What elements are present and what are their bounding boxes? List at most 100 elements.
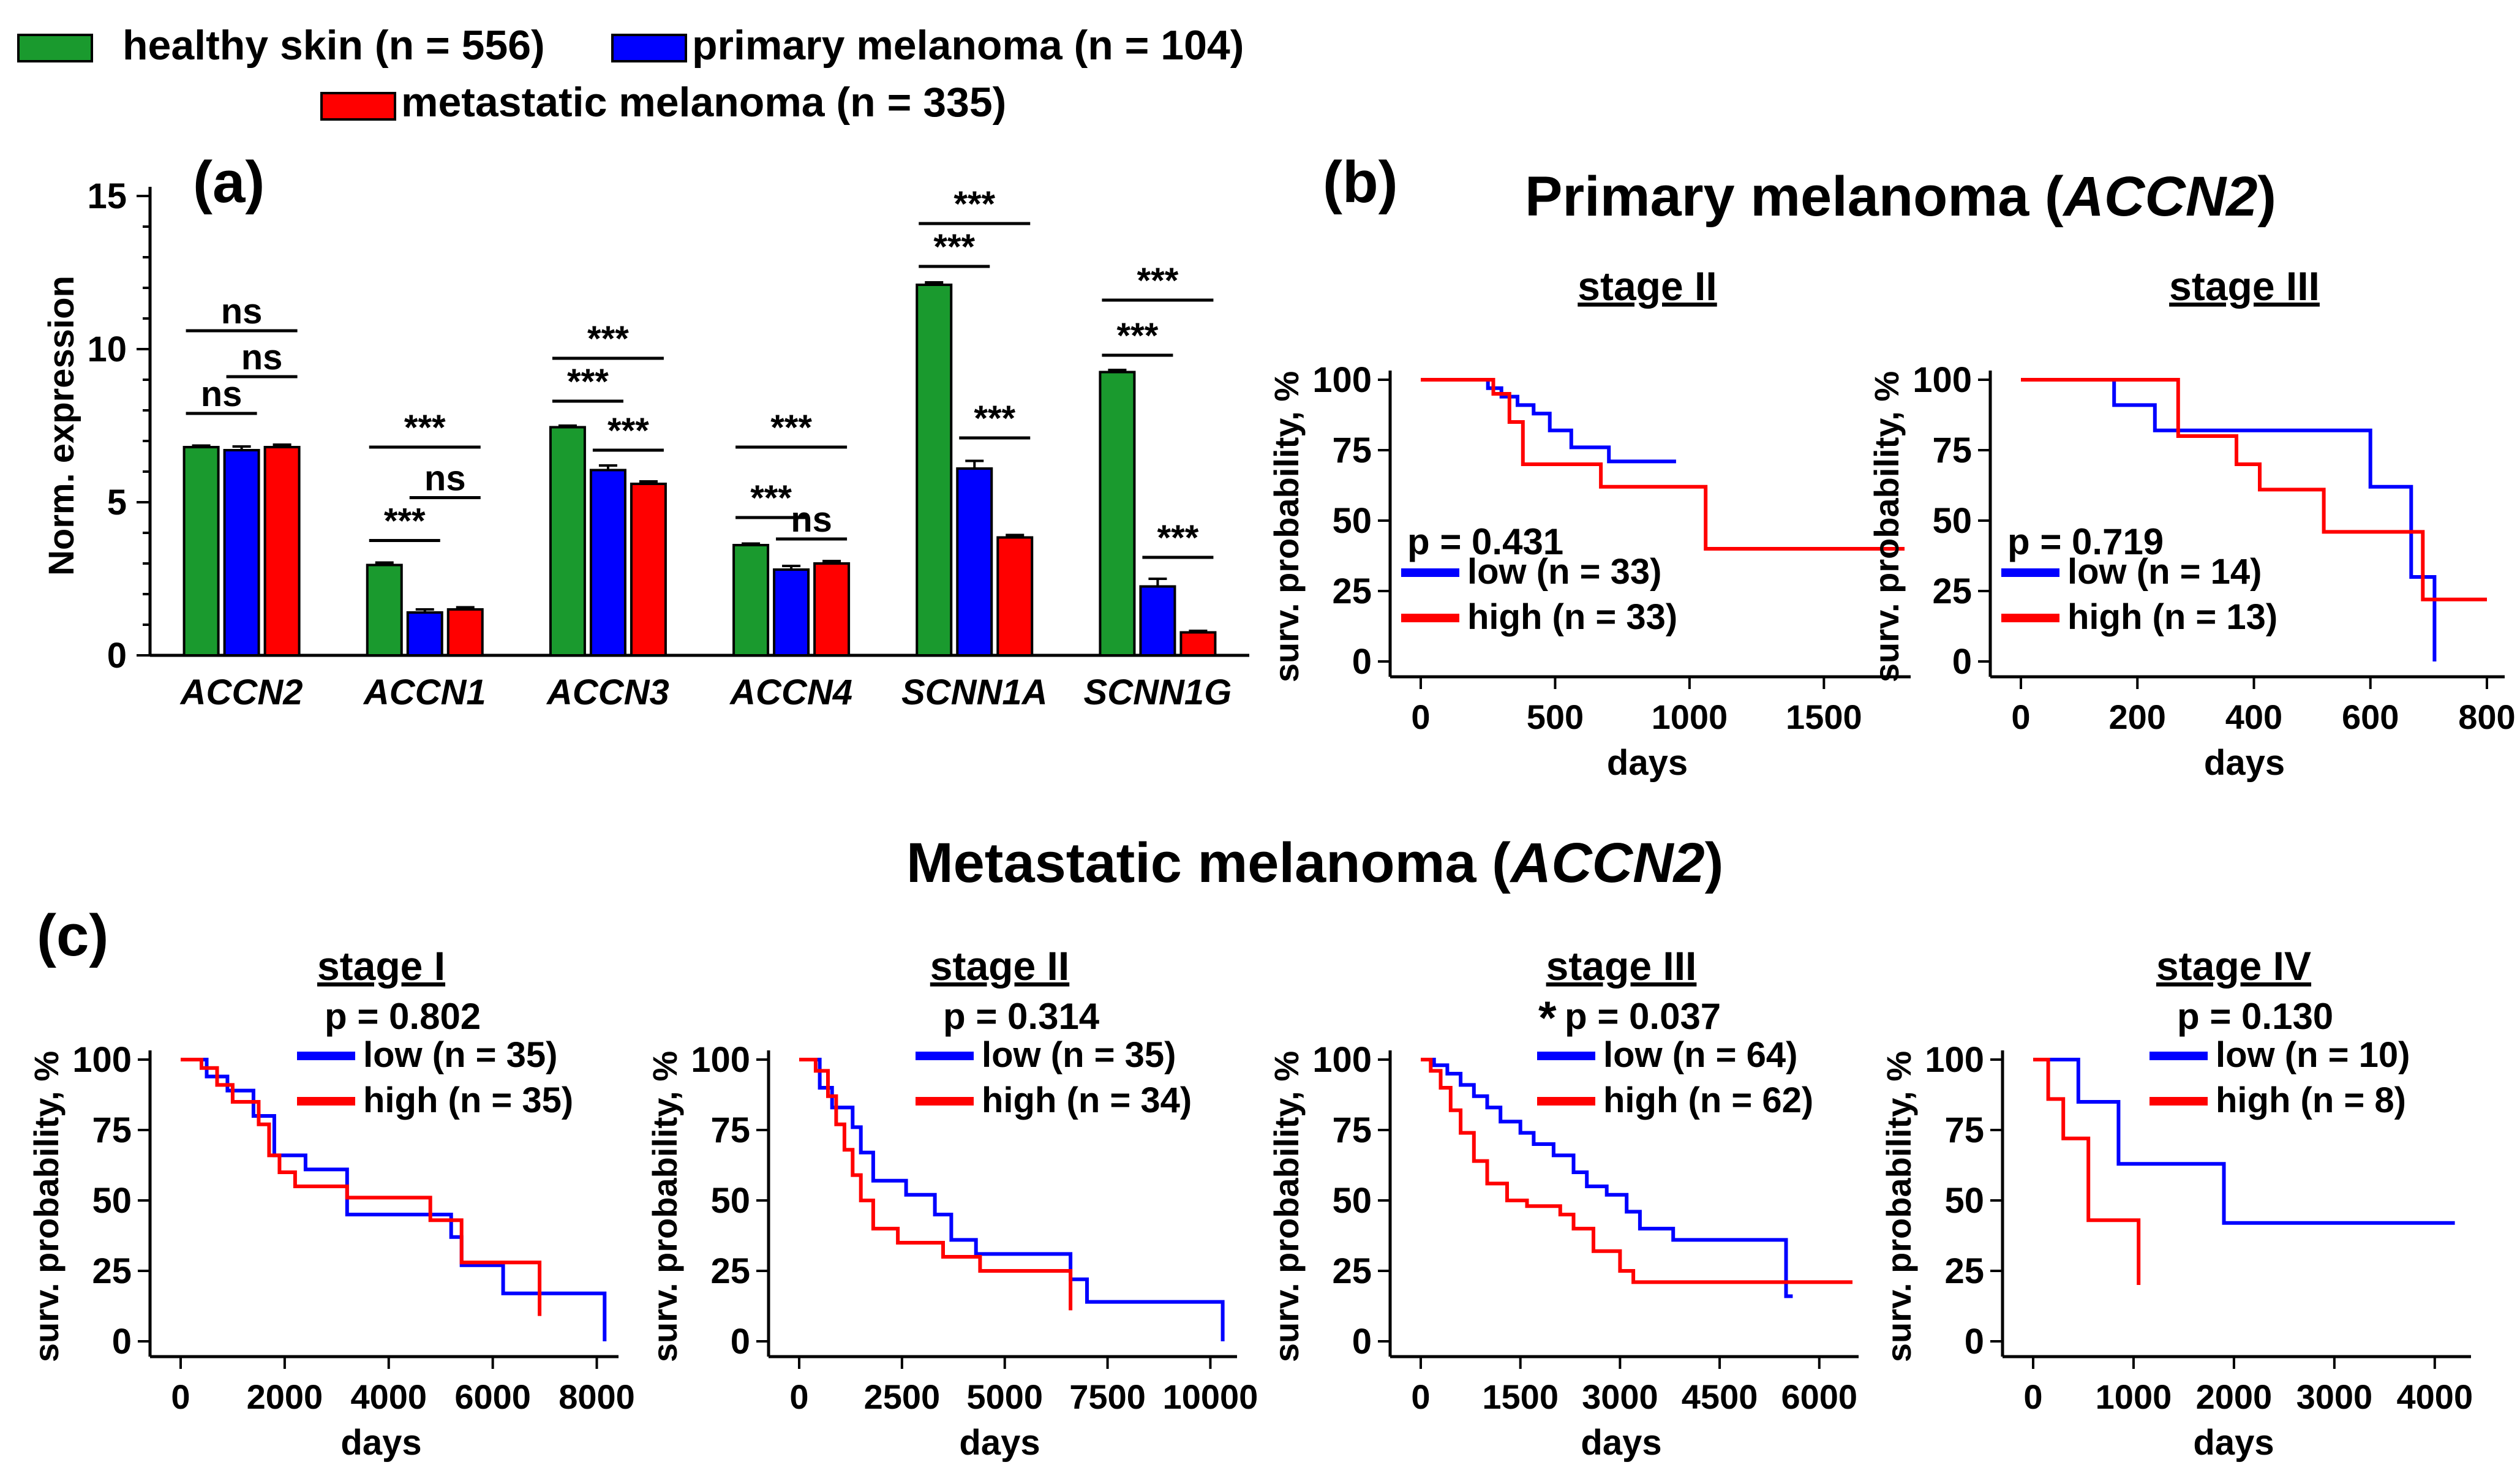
x-tick-label: 0 xyxy=(1411,1377,1430,1416)
x-tick-label: 2500 xyxy=(864,1377,941,1416)
survival-chart-metastatic-stage-i: 0 25 50 75 100 0 2000 4000 6000 8000 days surv. pro… xyxy=(27,943,635,1463)
x-tick-label: ACCN1 xyxy=(363,672,486,712)
x-tick-label: 800 xyxy=(2458,698,2515,736)
legend-label-high: high (n = 33) xyxy=(1467,597,1677,637)
stage-subtitle: stage I xyxy=(317,943,445,989)
survival-curve-high xyxy=(1421,1058,1852,1284)
survival-curve-low xyxy=(1421,378,1676,464)
x-tick-label: 4500 xyxy=(1682,1377,1758,1416)
stage-subtitle: stage III xyxy=(1546,943,1697,989)
x-tick-label: 500 xyxy=(1527,698,1584,736)
x-tick-label: 8000 xyxy=(559,1377,635,1416)
legend-label-low: low (n = 10) xyxy=(2216,1035,2410,1075)
significance-label: *** xyxy=(404,408,446,448)
legend-label-healthy: healthy skin (n = 556) xyxy=(122,22,545,69)
p-value: p = 0.719 xyxy=(2007,521,2164,562)
legend-label-high: high (n = 8) xyxy=(2216,1080,2406,1120)
x-tick-label: SCNN1A xyxy=(901,672,1048,712)
panel-a-letter: (a) xyxy=(193,149,265,215)
panel-c-letter: (c) xyxy=(37,903,108,968)
y-tick-label: 0 xyxy=(112,1322,132,1362)
survival-curve-high xyxy=(1421,378,1905,551)
p-value: p = 0.037 xyxy=(1565,996,1721,1037)
bar xyxy=(549,426,586,657)
x-tick-label: 2000 xyxy=(2196,1377,2273,1416)
survival-chart-metastatic-stage-iii: 0 25 50 75 100 0 1500 3000 4500 6000 days surv. pro… xyxy=(1267,943,1859,1463)
significance-label: *** xyxy=(384,502,426,541)
y-tick-label: 10 xyxy=(87,330,127,369)
y-tick-label: 50 xyxy=(1944,1181,1984,1221)
survival-chart-metastatic-stage-ii: 0 25 50 75 100 0 2500 5000 7500 10000 days surv. pr… xyxy=(645,943,1258,1463)
y-tick-label: 50 xyxy=(92,1181,132,1221)
x-tick-label: ACCN3 xyxy=(546,672,669,712)
bar xyxy=(182,446,220,657)
y-tick-label: 75 xyxy=(1944,1110,1984,1150)
y-tick-label: 0 xyxy=(1352,642,1372,682)
y-tick-label: 15 xyxy=(87,176,127,216)
significance-label: *** xyxy=(607,411,649,451)
legend: healthy skin (n = 556) primary melanoma … xyxy=(17,22,1244,126)
y-tick-label: 50 xyxy=(1932,501,1972,541)
y-tick-label: 75 xyxy=(1332,431,1372,470)
survival-curve-low xyxy=(181,1058,607,1341)
significance-label: *** xyxy=(1117,316,1159,356)
significance-label: *** xyxy=(974,399,1015,439)
p-value: p = 0.802 xyxy=(325,996,481,1037)
significance-label: *** xyxy=(770,408,812,448)
significance-label: ns xyxy=(241,337,283,377)
y-tick-label: 25 xyxy=(92,1251,132,1291)
significance-label: *** xyxy=(1157,518,1199,558)
y-tick-label: 100 xyxy=(691,1040,750,1080)
significance-star: * xyxy=(1538,992,1557,1044)
legend-label-high: high (n = 35) xyxy=(363,1080,573,1120)
x-tick-label: 2000 xyxy=(247,1377,323,1416)
significance-label: ns xyxy=(424,459,466,499)
x-axis-label: days xyxy=(2193,1423,2274,1463)
y-tick-label: 50 xyxy=(1332,501,1372,541)
legend-label-high: high (n = 62) xyxy=(1603,1080,1813,1120)
bar xyxy=(1179,631,1217,657)
x-tick-label: 0 xyxy=(171,1377,190,1416)
x-tick-label: 1500 xyxy=(1482,1377,1559,1416)
y-tick-label: 100 xyxy=(1312,1040,1372,1080)
bar xyxy=(630,483,667,657)
y-tick-label: 25 xyxy=(710,1251,750,1291)
x-tick-label: 0 xyxy=(2011,698,2030,736)
x-axis-label: days xyxy=(1581,1423,1661,1463)
y-tick-label: 0 xyxy=(1965,1322,1984,1362)
bar xyxy=(1139,585,1176,657)
legend-label-low: low (n = 14) xyxy=(2067,552,2262,592)
y-tick-label: 25 xyxy=(1332,571,1372,611)
legend-label-low: low (n = 64) xyxy=(1603,1035,1797,1075)
y-tick-label: 25 xyxy=(1944,1251,1984,1291)
x-tick-label: 3000 xyxy=(2296,1377,2373,1416)
survival-curve-high xyxy=(2021,378,2487,601)
y-tick-label: 25 xyxy=(1932,571,1972,611)
legend-label-low: low (n = 35) xyxy=(363,1035,557,1075)
legend-label-metastatic: metastatic melanoma (n = 335) xyxy=(401,79,1006,126)
x-tick-label: 0 xyxy=(789,1377,808,1416)
x-tick-label: 7500 xyxy=(1069,1377,1146,1416)
bar-chart-expression: 0 5 10 15 Norm. expression ACCN2 ACCN1 ACCN3 ACC… xyxy=(42,176,1249,712)
bar xyxy=(916,284,953,657)
bar xyxy=(956,467,993,657)
survival-curve-low xyxy=(2021,378,2437,661)
survival-curve-high xyxy=(181,1058,542,1316)
y-axis-label: surv. probability, % xyxy=(1267,371,1306,682)
bar xyxy=(732,544,770,657)
bar xyxy=(223,449,260,657)
survival-chart-primary-stage-iii: 0 25 50 75 100 0 200 400 600 800 days surv. probabi… xyxy=(1867,263,2516,783)
x-tick-label: 6000 xyxy=(454,1377,531,1416)
x-axis-label: days xyxy=(2204,743,2285,783)
significance-label: *** xyxy=(953,184,995,224)
x-tick-label: 200 xyxy=(2109,698,2166,736)
legend-label-low: low (n = 33) xyxy=(1467,552,1661,592)
legend-label-low: low (n = 35) xyxy=(982,1035,1176,1075)
p-value: p = 0.431 xyxy=(1407,521,1563,562)
bar xyxy=(446,608,484,657)
x-tick-label: SCNN1G xyxy=(1084,672,1232,712)
y-tick-label: 50 xyxy=(1332,1181,1372,1221)
bar xyxy=(1099,371,1136,657)
y-axis-label: surv. probability, % xyxy=(1867,371,1906,682)
